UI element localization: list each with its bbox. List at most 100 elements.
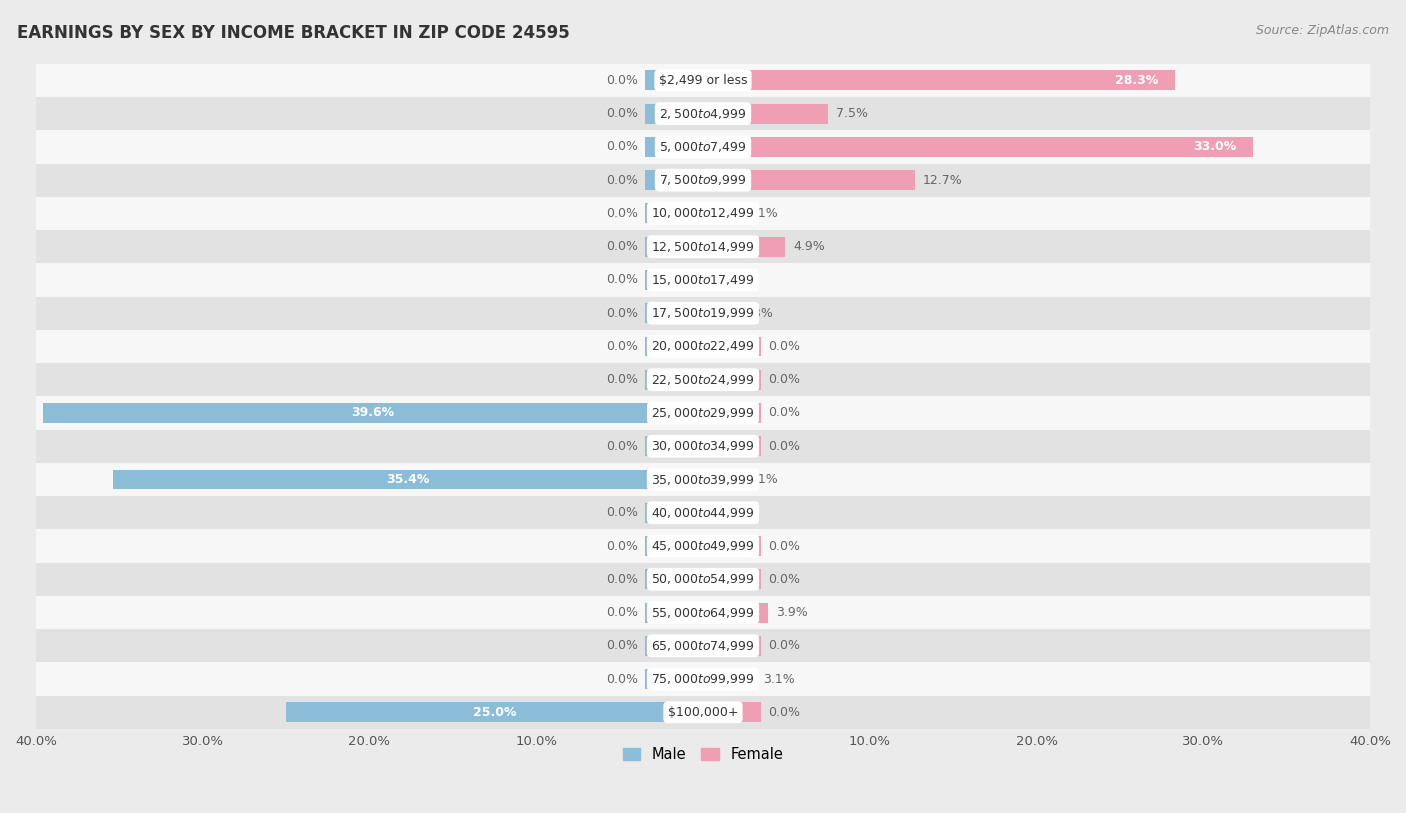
Bar — [644, 237, 703, 257]
Text: 0.0%: 0.0% — [768, 373, 800, 386]
Bar — [37, 97, 1369, 130]
Text: 0.0%: 0.0% — [606, 606, 638, 619]
Bar — [37, 297, 1369, 330]
Text: $2,499 or less: $2,499 or less — [659, 74, 747, 87]
Bar — [703, 502, 707, 523]
Bar — [703, 104, 828, 124]
Bar — [644, 270, 703, 290]
Bar — [37, 663, 1369, 696]
Text: 0.0%: 0.0% — [768, 406, 800, 420]
Bar — [37, 463, 1369, 496]
Text: 4.9%: 4.9% — [793, 240, 825, 253]
Text: 0.0%: 0.0% — [606, 74, 638, 87]
Text: 39.6%: 39.6% — [352, 406, 394, 420]
Bar — [703, 270, 707, 290]
Text: EARNINGS BY SEX BY INCOME BRACKET IN ZIP CODE 24595: EARNINGS BY SEX BY INCOME BRACKET IN ZIP… — [17, 24, 569, 42]
Bar — [37, 596, 1369, 629]
Bar — [37, 563, 1369, 596]
Text: 0.0%: 0.0% — [606, 273, 638, 286]
Text: $50,000 to $54,999: $50,000 to $54,999 — [651, 572, 755, 586]
Text: $65,000 to $74,999: $65,000 to $74,999 — [651, 639, 755, 653]
Bar — [703, 71, 1175, 90]
Bar — [644, 437, 703, 456]
Bar — [703, 237, 785, 257]
Text: $2,500 to $4,999: $2,500 to $4,999 — [659, 107, 747, 120]
Text: $12,500 to $14,999: $12,500 to $14,999 — [651, 240, 755, 254]
Bar — [703, 403, 762, 423]
Text: $20,000 to $22,499: $20,000 to $22,499 — [651, 340, 755, 354]
Text: 28.3%: 28.3% — [1115, 74, 1159, 87]
Text: 0.0%: 0.0% — [606, 506, 638, 520]
Bar — [644, 71, 703, 90]
Bar — [644, 170, 703, 190]
Bar — [703, 669, 755, 689]
Text: $15,000 to $17,499: $15,000 to $17,499 — [651, 273, 755, 287]
Bar — [37, 163, 1369, 197]
Text: 0.0%: 0.0% — [606, 373, 638, 386]
Text: $22,500 to $24,999: $22,500 to $24,999 — [651, 372, 755, 387]
Bar — [644, 569, 703, 589]
Text: $5,000 to $7,499: $5,000 to $7,499 — [659, 140, 747, 154]
Bar — [37, 629, 1369, 663]
Bar — [37, 429, 1369, 463]
Bar — [644, 203, 703, 224]
Text: $100,000+: $100,000+ — [668, 706, 738, 719]
Bar — [703, 203, 738, 224]
Bar — [42, 403, 703, 423]
Text: 12.7%: 12.7% — [924, 174, 963, 187]
Bar — [703, 536, 762, 556]
Text: 0.0%: 0.0% — [606, 207, 638, 220]
Text: 3.9%: 3.9% — [776, 606, 808, 619]
Text: 0.0%: 0.0% — [606, 440, 638, 453]
Bar — [37, 529, 1369, 563]
Bar — [37, 363, 1369, 397]
Legend: Male, Female: Male, Female — [617, 741, 789, 768]
Text: 0.0%: 0.0% — [606, 573, 638, 586]
Text: 35.4%: 35.4% — [387, 473, 429, 486]
Text: 25.0%: 25.0% — [472, 706, 516, 719]
Bar — [37, 263, 1369, 297]
Text: Source: ZipAtlas.com: Source: ZipAtlas.com — [1256, 24, 1389, 37]
Text: 0.26%: 0.26% — [716, 273, 755, 286]
Text: $25,000 to $29,999: $25,000 to $29,999 — [651, 406, 755, 420]
Bar — [703, 702, 762, 722]
Bar — [703, 170, 915, 190]
Bar — [703, 137, 1253, 157]
Bar — [285, 702, 703, 722]
Text: 0.0%: 0.0% — [768, 340, 800, 353]
Text: 0.0%: 0.0% — [768, 573, 800, 586]
Text: 0.0%: 0.0% — [606, 639, 638, 652]
Bar — [703, 370, 762, 389]
Text: $17,500 to $19,999: $17,500 to $19,999 — [651, 307, 755, 320]
Bar — [644, 337, 703, 356]
Text: $35,000 to $39,999: $35,000 to $39,999 — [651, 472, 755, 486]
Bar — [37, 496, 1369, 529]
Bar — [37, 230, 1369, 263]
Bar — [644, 636, 703, 656]
Bar — [644, 137, 703, 157]
Bar — [703, 337, 762, 356]
Bar — [703, 602, 768, 623]
Text: $40,000 to $44,999: $40,000 to $44,999 — [651, 506, 755, 520]
Bar — [644, 104, 703, 124]
Bar — [703, 303, 733, 324]
Bar — [644, 602, 703, 623]
Text: 0.0%: 0.0% — [606, 141, 638, 154]
Text: 0.26%: 0.26% — [716, 506, 755, 520]
Text: 7.5%: 7.5% — [837, 107, 869, 120]
Text: 1.8%: 1.8% — [741, 307, 773, 320]
Bar — [644, 303, 703, 324]
Bar — [37, 330, 1369, 363]
Bar — [37, 696, 1369, 729]
Text: 2.1%: 2.1% — [747, 207, 778, 220]
Bar — [37, 397, 1369, 429]
Text: 0.0%: 0.0% — [768, 440, 800, 453]
Text: 0.0%: 0.0% — [606, 107, 638, 120]
Text: 0.0%: 0.0% — [606, 672, 638, 685]
Bar — [644, 502, 703, 523]
Bar — [37, 63, 1369, 97]
Text: $45,000 to $49,999: $45,000 to $49,999 — [651, 539, 755, 553]
Text: 0.0%: 0.0% — [606, 240, 638, 253]
Text: 0.0%: 0.0% — [768, 639, 800, 652]
Text: 0.0%: 0.0% — [606, 340, 638, 353]
